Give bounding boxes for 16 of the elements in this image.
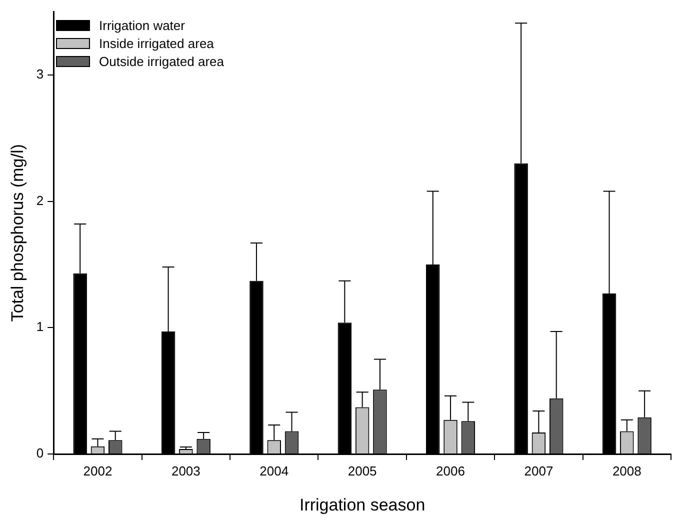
x-tick-label: 2004 (260, 463, 289, 478)
x-tick-label: 2005 (348, 463, 377, 478)
x-tick-label: 2007 (524, 463, 554, 478)
x-tick-label: 2003 (171, 463, 200, 478)
x-tick-label: 2006 (436, 463, 465, 478)
x-axis-title: Irrigation season (299, 495, 426, 514)
y-tick-label: 2 (36, 192, 44, 208)
x-tick-label: 2008 (612, 463, 642, 478)
legend-label: Inside irrigated area (99, 36, 214, 50)
legend-label: Outside irrigated area (99, 54, 224, 68)
y-tick-label: 0 (36, 446, 44, 461)
x-tick-label: 2002 (83, 463, 112, 478)
y-axis-title: Total phosphorus (mg/l) (8, 144, 27, 322)
legend-label: Irrigation water (99, 18, 185, 32)
y-tick-label: 3 (36, 66, 44, 82)
y-tick-label: 1 (36, 319, 44, 334)
